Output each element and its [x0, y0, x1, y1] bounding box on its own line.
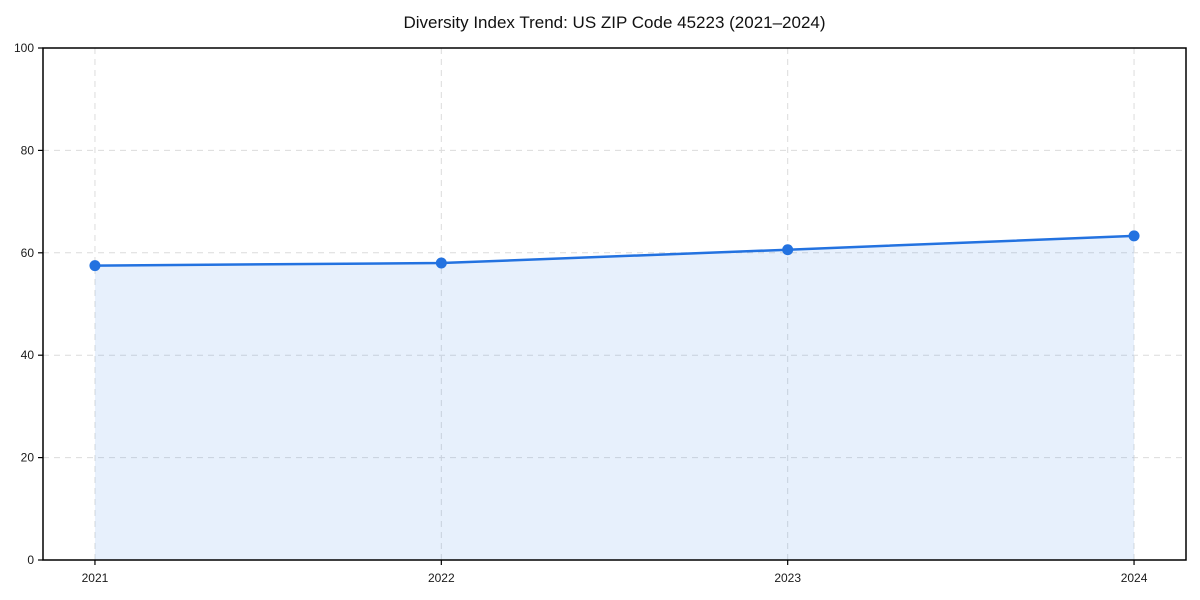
y-tick-label: 20 — [21, 451, 35, 465]
data-point-2021 — [89, 260, 101, 272]
plot-box-spines — [42, 47, 1187, 561]
y-tick-label: 0 — [27, 553, 34, 567]
y-tick-label: 80 — [21, 143, 35, 157]
x-tick-label: 2021 — [82, 571, 109, 585]
y-tick-label: 40 — [21, 348, 35, 362]
data-point-2022 — [435, 257, 447, 269]
y-tick-label: 60 — [21, 246, 35, 260]
x-tick-label: 2024 — [1121, 571, 1148, 585]
x-tick-label: 2023 — [774, 571, 801, 585]
area-fill — [94, 235, 1135, 561]
trend-line — [93, 234, 1136, 267]
x-tick-label: 2022 — [428, 571, 455, 585]
y-tick-label: 100 — [14, 41, 34, 55]
data-point-2024 — [1128, 230, 1140, 242]
chart-title: Diversity Index Trend: US ZIP Code 45223… — [403, 13, 826, 32]
data-point-2023 — [782, 244, 794, 256]
